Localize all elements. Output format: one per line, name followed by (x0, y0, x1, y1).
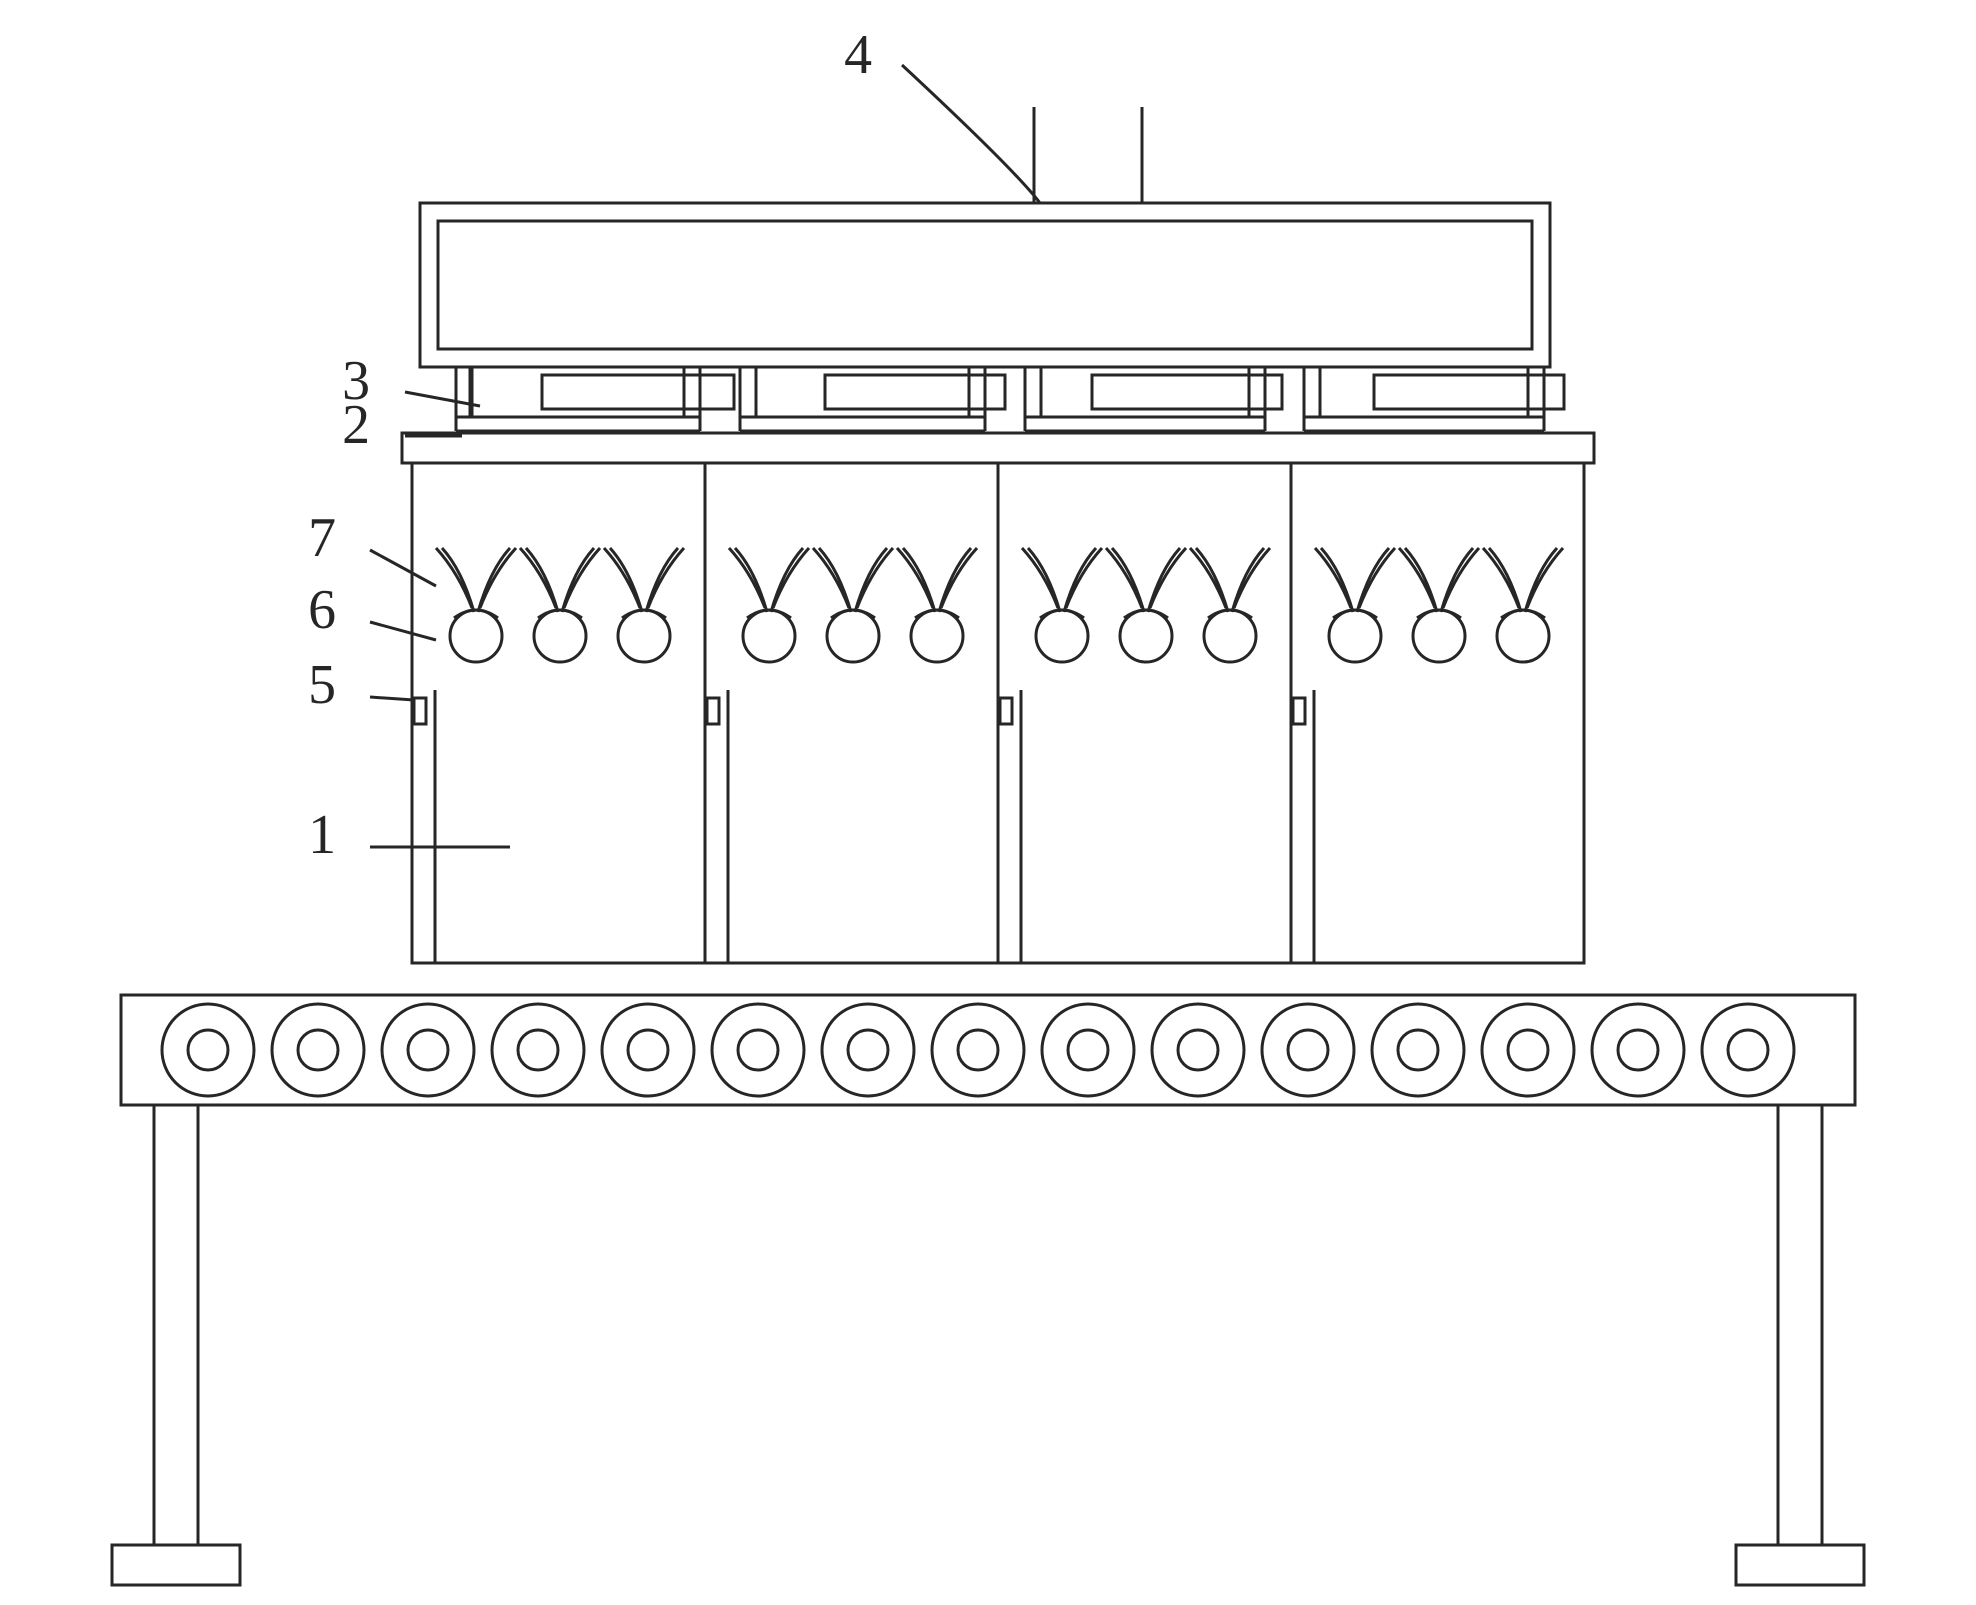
callout-label: 6 (308, 579, 336, 641)
callout-label: 5 (308, 654, 336, 716)
callout-label: 4 (844, 24, 872, 86)
callout-label: 7 (308, 507, 336, 569)
callout-label: 1 (308, 804, 336, 866)
callout-label: 2 (342, 394, 370, 456)
